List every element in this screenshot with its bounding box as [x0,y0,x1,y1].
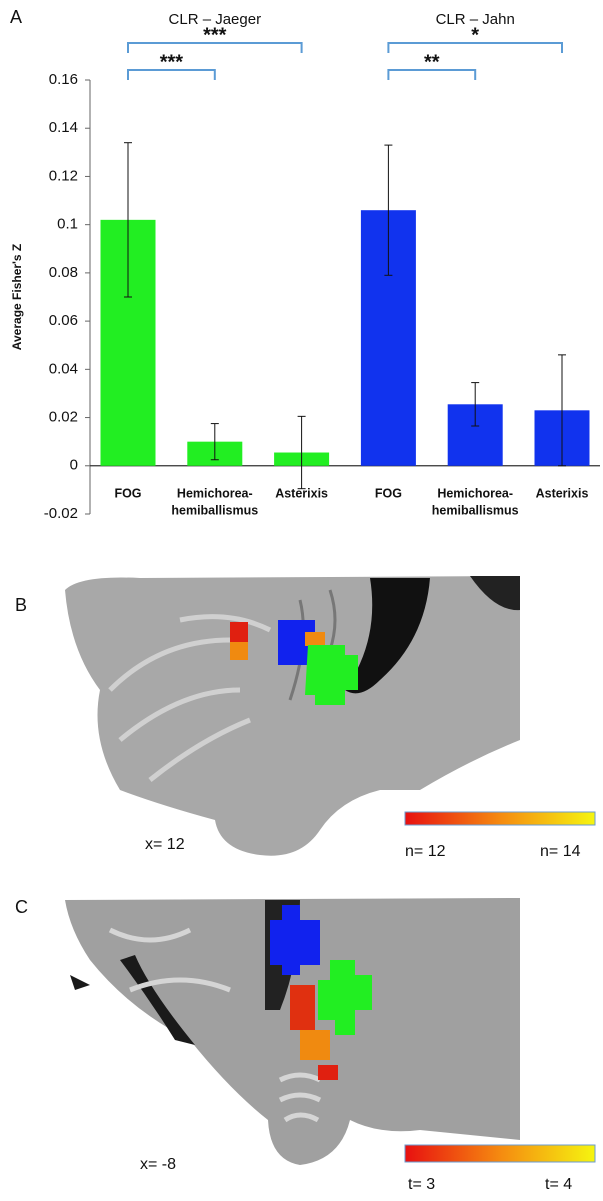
slice-coordinate: x= 12 [145,836,185,853]
panel-label: B [15,595,27,615]
panel-label: C [15,897,28,917]
scale-max-label: n= 14 [540,843,581,860]
figure: A Average Fisher's Z B x= 12 n= 12 n= 14… [0,0,603,1196]
significance-label: *** [160,51,184,73]
significance-label: ** [424,51,440,73]
scale-min-label: n= 12 [405,843,446,860]
x-tick-label: Hemichorea- [177,486,253,500]
x-tick-label: hemiballismus [171,503,258,517]
y-tick-label: 0.1 [57,216,78,233]
y-tick-label: 0.08 [49,264,78,281]
y-tick-label: 0.02 [49,409,78,426]
y-tick-label: 0.04 [49,360,78,377]
y-tick-label: -0.02 [44,505,78,522]
scale-min-label: t= 3 [408,1176,435,1193]
panel-label: A [10,7,22,27]
brain-slice [65,898,595,1165]
brain-slice [65,576,595,856]
significance-label: * [471,24,479,46]
slice-coordinate: x= -8 [140,1156,176,1173]
y-tick-label: 0.06 [49,312,78,329]
y-axis-label: Average Fisher's Z [10,244,24,350]
significance-label: *** [203,24,227,46]
x-tick-label: FOG [375,486,402,500]
x-tick-label: FOG [114,486,141,500]
x-tick-label: Asterixis [536,486,589,500]
x-tick-label: Asterixis [275,486,328,500]
y-tick-label: 0.12 [49,167,78,184]
x-tick-label: hemiballismus [432,503,519,517]
y-tick-label: 0.14 [49,119,78,136]
scale-max-label: t= 4 [545,1176,572,1193]
x-tick-label: Hemichorea- [437,486,513,500]
y-tick-label: 0 [70,457,78,474]
y-tick-label: 0.16 [49,71,78,88]
